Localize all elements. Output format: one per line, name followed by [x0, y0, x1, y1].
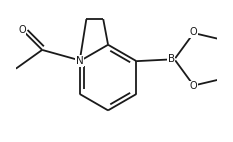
Text: O: O — [189, 82, 197, 91]
Text: B: B — [168, 54, 175, 64]
Text: N: N — [76, 56, 83, 66]
Text: O: O — [189, 27, 197, 37]
Text: O: O — [18, 25, 26, 35]
